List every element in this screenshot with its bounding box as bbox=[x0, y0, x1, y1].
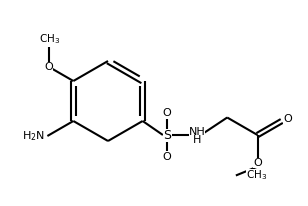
Text: H: H bbox=[193, 135, 201, 145]
Text: CH$_3$: CH$_3$ bbox=[38, 32, 60, 46]
Text: NH: NH bbox=[188, 127, 205, 137]
Text: O: O bbox=[163, 152, 171, 162]
Text: O: O bbox=[283, 114, 292, 124]
Text: CH$_3$: CH$_3$ bbox=[246, 169, 267, 182]
Text: H$_2$N: H$_2$N bbox=[22, 129, 45, 143]
Text: O: O bbox=[45, 62, 54, 72]
Text: S: S bbox=[163, 129, 171, 142]
Text: O: O bbox=[163, 108, 171, 118]
Text: O: O bbox=[253, 158, 262, 168]
